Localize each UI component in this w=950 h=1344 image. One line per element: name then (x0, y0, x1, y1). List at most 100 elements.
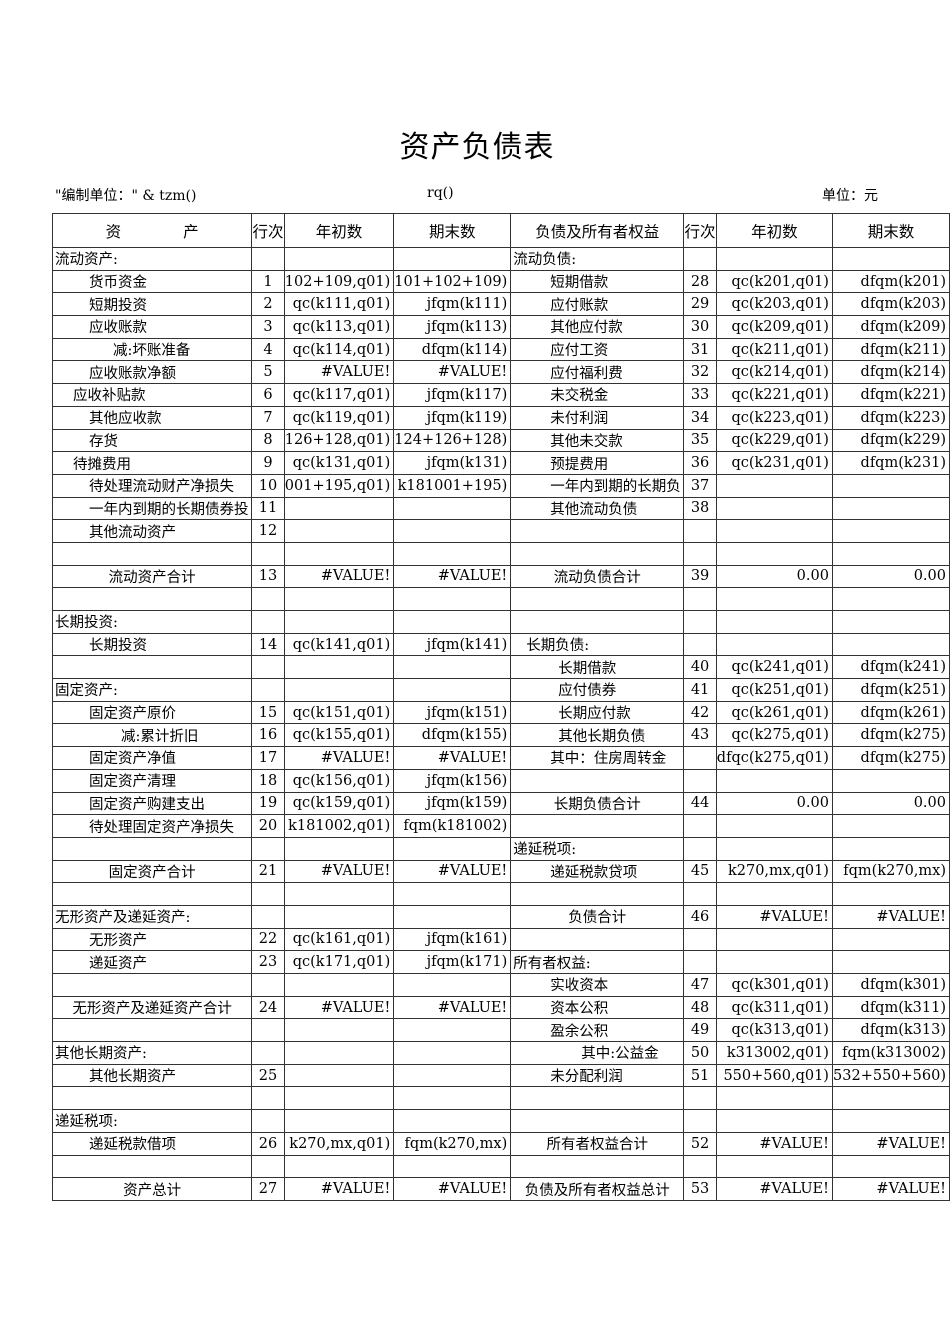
begin-value-cell[interactable]: 550+560,q01) (715, 1063, 833, 1088)
end-value-cell[interactable]: 0.00 (831, 791, 950, 816)
end-value-cell[interactable]: fqm(k270,mx) (831, 859, 950, 884)
liability-name-cell[interactable]: 未交税金 (510, 383, 685, 407)
asset-name-cell[interactable]: 存货 (51, 428, 253, 453)
end-value-cell[interactable]: #VALUE! (393, 746, 512, 770)
end-value-cell[interactable]: dfqm(k114) (393, 337, 512, 362)
end-value-cell[interactable]: jfqm(k111) (393, 292, 512, 317)
asset-name-cell[interactable]: 固定资产原价 (51, 700, 253, 725)
row-number-cell[interactable]: 3 (251, 315, 285, 339)
begin-value-cell[interactable]: 0.00 (715, 564, 833, 589)
end-value-cell[interactable] (831, 632, 950, 657)
asset-name-cell[interactable]: 其他流动资产 (51, 519, 253, 543)
asset-name-cell[interactable]: 递延税款借项 (51, 1131, 253, 1156)
row-number-cell[interactable]: 17 (251, 746, 285, 770)
end-value-cell[interactable] (831, 836, 950, 861)
liability-name-cell[interactable] (510, 1086, 685, 1111)
begin-value-cell[interactable]: qc(k313,q01) (715, 1018, 833, 1043)
end-value-cell[interactable] (393, 1109, 512, 1133)
row-number-cell[interactable]: 38 (683, 496, 717, 521)
row-number-cell[interactable] (251, 1109, 285, 1133)
liability-name-cell[interactable]: 应付债券 (510, 678, 685, 702)
begin-value-cell[interactable] (283, 1154, 395, 1179)
end-value-cell[interactable]: dfqm(k241) (831, 655, 950, 680)
liability-name-cell[interactable]: 流动负债合计 (510, 564, 685, 589)
end-value-cell[interactable] (831, 496, 950, 521)
row-number-cell[interactable]: 43 (683, 723, 717, 748)
asset-name-cell[interactable]: 应收账款净额 (51, 360, 253, 385)
end-value-cell[interactable] (393, 1086, 512, 1111)
begin-value-cell[interactable] (283, 1018, 395, 1043)
liability-name-cell[interactable]: 所有者权益: (510, 950, 685, 974)
begin-value-cell[interactable]: k181002,q01) (283, 814, 395, 838)
row-number-cell[interactable]: 30 (683, 315, 717, 339)
row-number-cell[interactable] (251, 541, 285, 566)
begin-value-cell[interactable] (715, 882, 833, 906)
end-value-cell[interactable] (393, 247, 512, 271)
asset-name-cell[interactable]: 无形资产及递延资产合计 (51, 995, 253, 1020)
end-value-cell[interactable] (831, 587, 950, 611)
row-number-cell[interactable] (251, 587, 285, 611)
row-number-cell[interactable]: 4 (251, 337, 285, 362)
begin-value-cell[interactable] (715, 1109, 833, 1133)
row-number-cell[interactable]: 50 (683, 1041, 717, 1065)
row-number-cell[interactable] (683, 882, 717, 906)
asset-name-cell[interactable]: 短期投资 (51, 292, 253, 317)
begin-value-cell[interactable]: dfqc(k275,q01) (715, 746, 833, 770)
end-value-cell[interactable]: dfqm(k229) (831, 428, 950, 453)
begin-value-cell[interactable] (283, 541, 395, 566)
row-number-cell[interactable] (251, 973, 285, 997)
row-number-cell[interactable] (683, 1109, 717, 1133)
begin-value-cell[interactable] (283, 678, 395, 702)
row-number-cell[interactable]: 37 (683, 473, 717, 498)
asset-name-cell[interactable]: 减:坏账准备 (51, 337, 253, 362)
asset-name-cell[interactable]: 待处理流动财产净损失 (51, 473, 253, 498)
begin-value-cell[interactable] (283, 1041, 395, 1065)
begin-value-cell[interactable] (283, 587, 395, 611)
begin-value-cell[interactable]: qc(k261,q01) (715, 700, 833, 725)
begin-value-cell[interactable] (715, 519, 833, 543)
row-number-cell[interactable]: 11 (251, 496, 285, 521)
liability-name-cell[interactable]: 短期借款 (510, 269, 685, 294)
begin-value-cell[interactable] (283, 496, 395, 521)
begin-value-cell[interactable]: qc(k251,q01) (715, 678, 833, 702)
row-number-cell[interactable]: 22 (251, 927, 285, 952)
row-number-cell[interactable] (683, 610, 717, 634)
end-value-cell[interactable]: jfqm(k156) (393, 768, 512, 793)
row-number-cell[interactable] (683, 746, 717, 770)
row-number-cell[interactable]: 13 (251, 564, 285, 589)
liability-name-cell[interactable]: 其他流动负债 (510, 496, 685, 521)
end-value-cell[interactable] (393, 882, 512, 906)
end-value-cell[interactable] (831, 882, 950, 906)
begin-value-cell[interactable]: k270,mx,q01) (715, 859, 833, 884)
end-value-cell[interactable]: fqm(k270,mx) (393, 1131, 512, 1156)
end-value-cell[interactable]: jfqm(k141) (393, 632, 512, 657)
asset-name-cell[interactable]: 资产总计 (51, 1177, 253, 1201)
row-number-cell[interactable] (683, 1154, 717, 1179)
begin-value-cell[interactable] (715, 632, 833, 657)
begin-value-cell[interactable]: qc(k114,q01) (283, 337, 395, 362)
row-number-cell[interactable]: 33 (683, 383, 717, 407)
asset-name-cell[interactable]: 长期投资 (51, 632, 253, 657)
end-value-cell[interactable]: jfqm(k131) (393, 451, 512, 475)
begin-value-cell[interactable]: 126+128,q01) (283, 428, 395, 453)
end-value-cell[interactable] (831, 473, 950, 498)
row-number-cell[interactable]: 28 (683, 269, 717, 294)
asset-name-cell[interactable]: 待处理固定资产净损失 (51, 814, 253, 838)
end-value-cell[interactable]: #VALUE! (393, 1177, 512, 1201)
begin-value-cell[interactable] (715, 950, 833, 974)
begin-value-cell[interactable]: qc(k161,q01) (283, 927, 395, 952)
begin-value-cell[interactable]: qc(k301,q01) (715, 973, 833, 997)
begin-value-cell[interactable]: #VALUE! (283, 859, 395, 884)
row-number-cell[interactable] (683, 541, 717, 566)
asset-name-cell[interactable]: 固定资产合计 (51, 859, 253, 884)
begin-value-cell[interactable]: qc(k156,q01) (283, 768, 395, 793)
end-value-cell[interactable] (831, 1154, 950, 1179)
begin-value-cell[interactable] (283, 1063, 395, 1088)
liability-name-cell[interactable]: 所有者权益合计 (510, 1131, 685, 1156)
end-value-cell[interactable]: dfqm(k209) (831, 315, 950, 339)
row-number-cell[interactable]: 48 (683, 995, 717, 1020)
row-number-cell[interactable]: 12 (251, 519, 285, 543)
begin-value-cell[interactable]: qc(k119,q01) (283, 405, 395, 430)
row-number-cell[interactable] (683, 814, 717, 838)
begin-value-cell[interactable]: qc(k221,q01) (715, 383, 833, 407)
